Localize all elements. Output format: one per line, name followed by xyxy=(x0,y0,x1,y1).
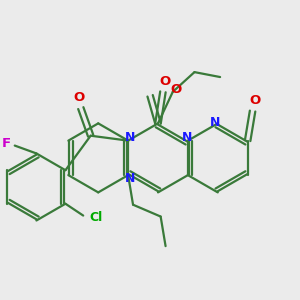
Text: O: O xyxy=(73,91,84,104)
Text: O: O xyxy=(249,94,260,107)
Text: N: N xyxy=(210,116,220,129)
Text: O: O xyxy=(170,83,182,96)
Text: N: N xyxy=(125,172,135,184)
Text: F: F xyxy=(1,137,10,150)
Text: Cl: Cl xyxy=(89,211,103,224)
Text: O: O xyxy=(159,76,170,88)
Text: N: N xyxy=(125,131,135,144)
Text: N: N xyxy=(182,131,192,144)
